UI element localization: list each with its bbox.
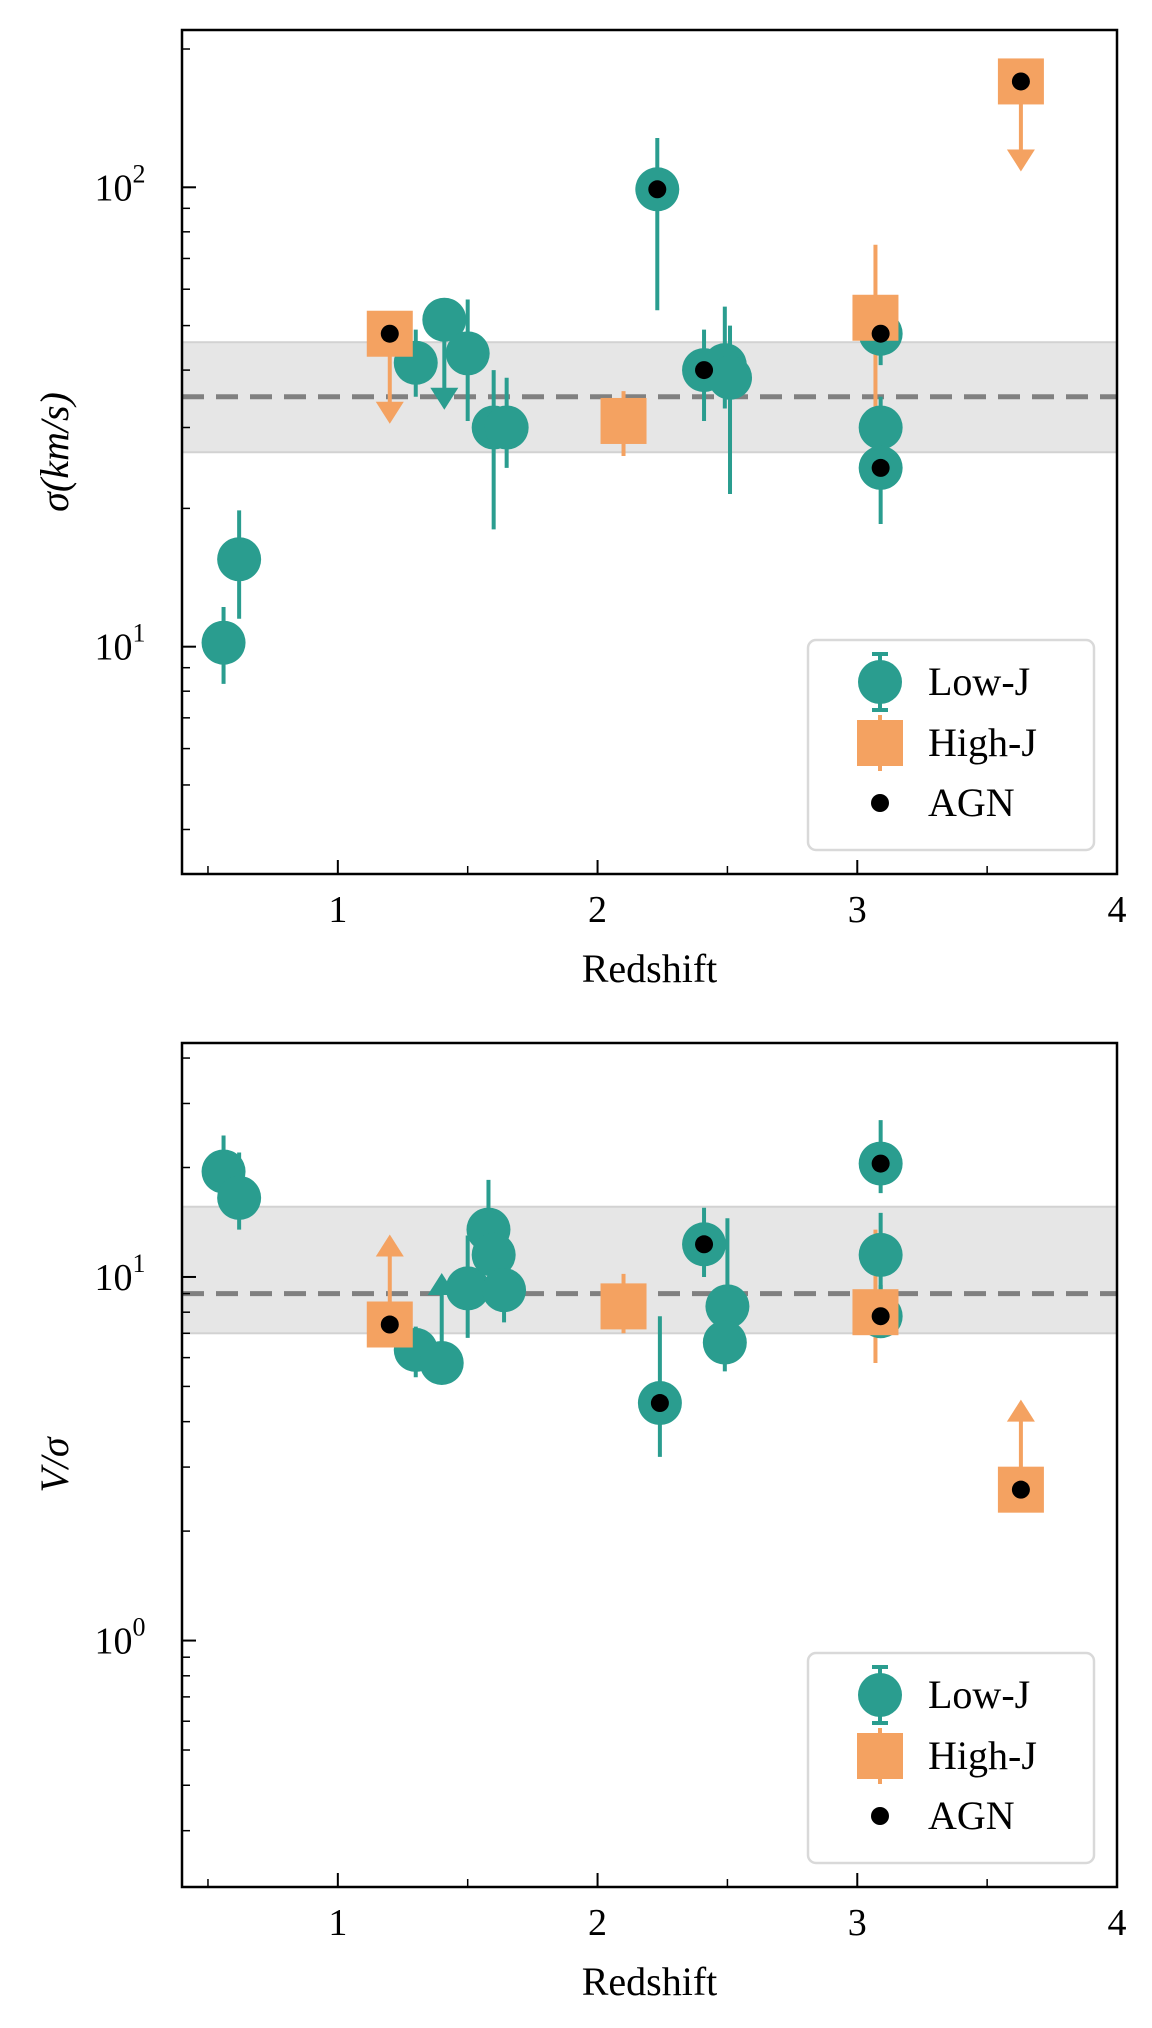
y-tick-base: 10 bbox=[95, 627, 133, 669]
legend-high-j-marker bbox=[857, 720, 903, 766]
x-axis-label: Redshift bbox=[582, 1959, 718, 2004]
legend-label: Low-J bbox=[928, 1672, 1030, 1717]
low-j-point bbox=[217, 1175, 262, 1220]
agn-point bbox=[650, 1394, 669, 1413]
high-j-limit-arrow-head bbox=[375, 1234, 404, 1257]
axes-frame bbox=[180, 1041, 1119, 1889]
agn-point bbox=[648, 180, 667, 199]
low-j-point bbox=[471, 1232, 516, 1277]
scatter-band bbox=[181, 1205, 1118, 1335]
legend-agn-marker bbox=[871, 794, 889, 812]
legend-high-j-marker bbox=[857, 1733, 903, 1779]
low-j-point bbox=[217, 537, 262, 582]
x-tick-label: 2 bbox=[588, 889, 607, 931]
x-tick-label: 3 bbox=[848, 1902, 867, 1944]
agn-point bbox=[871, 1154, 890, 1173]
legend-low-j-marker bbox=[858, 660, 902, 704]
low-j-point bbox=[702, 1320, 747, 1365]
x-tick-label: 4 bbox=[1108, 889, 1127, 931]
legend-low-j-marker bbox=[858, 1673, 902, 1717]
agn-point bbox=[1011, 72, 1030, 91]
high-j-limit-arrow-head bbox=[1006, 1399, 1035, 1422]
y-tick-base: 10 bbox=[95, 167, 133, 209]
low-j-point bbox=[445, 1266, 490, 1311]
y-tick-exponent: 1 bbox=[133, 1249, 146, 1278]
agn-point bbox=[380, 324, 399, 343]
y-tick-exponent: 0 bbox=[133, 1613, 146, 1642]
y-tick-base: 10 bbox=[95, 1257, 133, 1299]
high-j-limit-arrow-head bbox=[375, 401, 404, 424]
high-j-limit-arrow-head bbox=[1006, 149, 1035, 172]
low-j-point bbox=[708, 355, 753, 400]
legend-agn-marker bbox=[871, 1807, 889, 1825]
legend-label: AGN bbox=[928, 1793, 1015, 1838]
agn-point bbox=[695, 1235, 714, 1254]
agn-point bbox=[871, 458, 890, 477]
agn-point bbox=[380, 1315, 399, 1334]
legend-label: High-J bbox=[928, 1733, 1037, 1778]
y-axis-label: σ(km/s) bbox=[32, 392, 77, 512]
data-layer bbox=[201, 58, 1044, 684]
high-j-point bbox=[600, 397, 647, 444]
agn-point bbox=[871, 324, 890, 343]
low-j-point bbox=[858, 405, 903, 450]
x-axis-label: Redshift bbox=[582, 946, 718, 991]
agn-point bbox=[695, 361, 714, 380]
low-j-limit-arrow-head bbox=[430, 387, 459, 410]
agn-point bbox=[871, 1307, 890, 1326]
low-j-point bbox=[419, 1340, 464, 1385]
y-tick-label: 100 bbox=[95, 1613, 146, 1663]
x-tick-label: 1 bbox=[328, 1902, 347, 1944]
low-j-point bbox=[445, 331, 490, 376]
y-axis-label: V/σ bbox=[32, 1436, 77, 1493]
low-j-point bbox=[484, 405, 529, 450]
y-tick-label: 101 bbox=[95, 619, 146, 669]
legend-label: High-J bbox=[928, 720, 1037, 765]
low-j-point bbox=[201, 620, 246, 665]
low-j-point bbox=[705, 1284, 750, 1329]
high-j-point bbox=[600, 1283, 647, 1330]
axes-frame bbox=[180, 28, 1119, 876]
x-tick-label: 1 bbox=[328, 889, 347, 931]
legend-label: AGN bbox=[928, 780, 1015, 825]
y-tick-exponent: 1 bbox=[133, 619, 146, 648]
y-tick-exponent: 2 bbox=[133, 159, 146, 188]
legend-label: Low-J bbox=[928, 659, 1030, 704]
agn-point bbox=[1011, 1480, 1030, 1499]
low-j-point bbox=[482, 1268, 527, 1313]
y-tick-label: 102 bbox=[95, 159, 146, 209]
y-tick-label: 101 bbox=[95, 1249, 146, 1299]
x-tick-label: 2 bbox=[588, 1902, 607, 1944]
x-tick-label: 4 bbox=[1108, 1902, 1127, 1944]
x-tick-label: 3 bbox=[848, 889, 867, 931]
data-layer bbox=[201, 1120, 1044, 1513]
y-tick-base: 10 bbox=[95, 1621, 133, 1663]
low-j-point bbox=[422, 297, 467, 342]
low-j-point bbox=[858, 1232, 903, 1277]
